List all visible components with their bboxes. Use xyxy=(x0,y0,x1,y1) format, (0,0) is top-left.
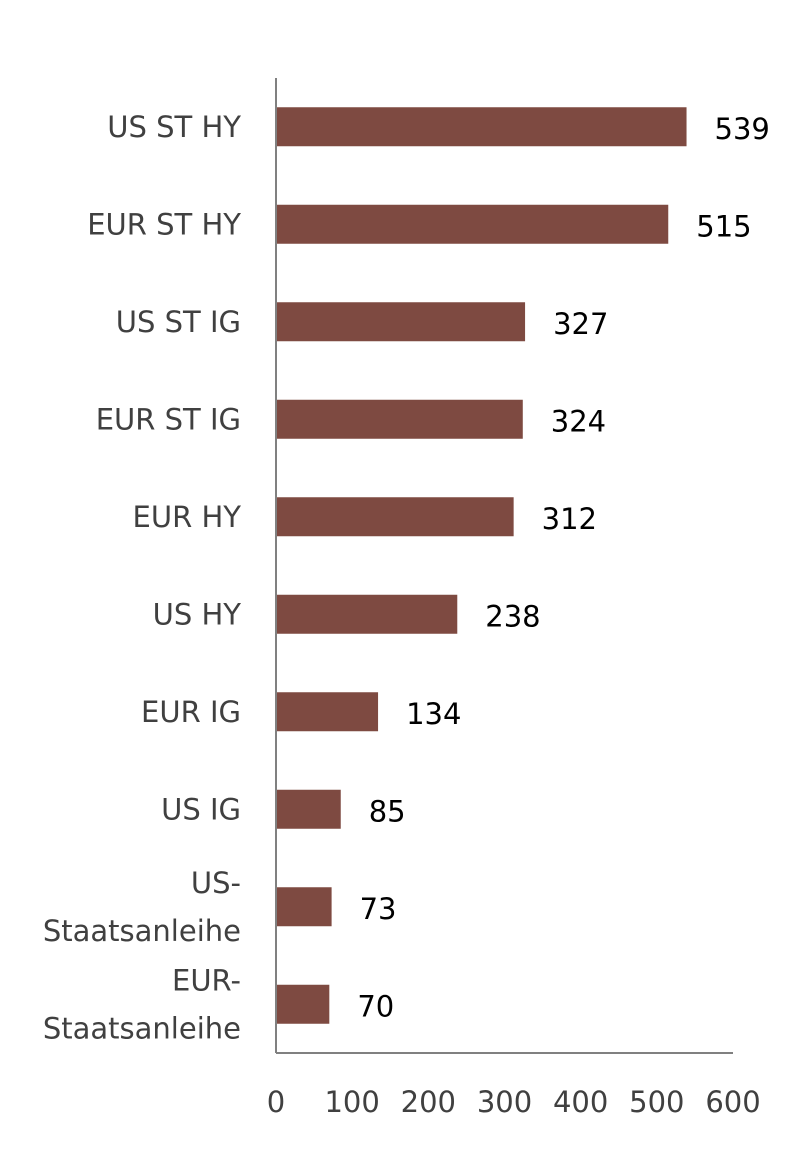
data-label: 312 xyxy=(542,502,597,536)
category-label: US- xyxy=(191,866,241,900)
data-label: 238 xyxy=(485,599,540,633)
category-label: EUR- xyxy=(172,963,241,997)
data-label: 539 xyxy=(715,112,770,146)
category-label: US IG xyxy=(161,792,241,826)
category-label: US ST HY xyxy=(107,110,241,144)
x-tick-label: 0 xyxy=(267,1085,285,1119)
bar xyxy=(276,302,526,342)
bar xyxy=(276,497,514,537)
bar xyxy=(276,204,669,244)
data-label: 324 xyxy=(551,404,606,438)
x-tick-label: 200 xyxy=(401,1085,456,1119)
category-label: US ST IG xyxy=(116,305,241,339)
bar xyxy=(276,984,330,1024)
x-tick-label: 400 xyxy=(553,1085,608,1119)
bar xyxy=(276,692,379,732)
data-label: 327 xyxy=(553,307,608,341)
x-tick-label: 300 xyxy=(477,1085,532,1119)
category-label: US HY xyxy=(153,597,242,631)
bar xyxy=(276,887,332,927)
data-label: 515 xyxy=(696,209,751,243)
category-label: Staatsanleihe xyxy=(43,914,241,948)
category-label: Staatsanleihe xyxy=(43,1011,241,1045)
data-label: 73 xyxy=(360,892,397,926)
bar xyxy=(276,399,523,439)
bar xyxy=(276,594,458,634)
bar xyxy=(276,107,687,147)
category-label: EUR ST HY xyxy=(87,207,241,241)
x-tick-label: 600 xyxy=(705,1085,760,1119)
category-label: EUR IG xyxy=(141,695,241,729)
x-tick-label: 100 xyxy=(324,1085,379,1119)
category-label: EUR ST IG xyxy=(96,402,241,436)
category-label: EUR HY xyxy=(133,500,242,534)
x-tick-label: 500 xyxy=(629,1085,684,1119)
data-label: 134 xyxy=(406,697,461,731)
bar xyxy=(276,789,341,829)
data-label: 85 xyxy=(369,794,406,828)
data-label: 70 xyxy=(357,989,394,1023)
